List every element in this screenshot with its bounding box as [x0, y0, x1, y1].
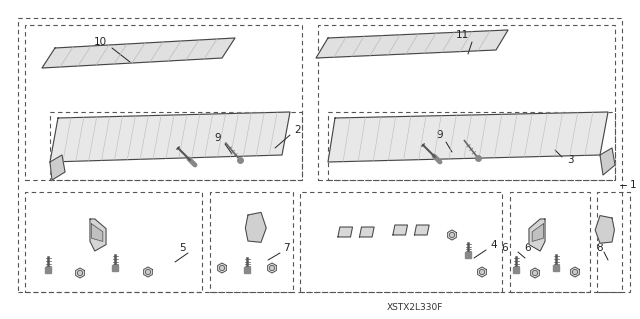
Polygon shape: [393, 225, 408, 235]
Bar: [300, 192, 502, 292]
Polygon shape: [532, 224, 543, 241]
Text: 9: 9: [436, 130, 444, 140]
Polygon shape: [92, 224, 103, 241]
Text: 5: 5: [180, 243, 186, 253]
Polygon shape: [76, 268, 84, 278]
Circle shape: [220, 265, 225, 271]
Text: 4: 4: [491, 240, 497, 250]
Bar: [318, 25, 615, 180]
Circle shape: [269, 265, 275, 271]
Text: 2: 2: [294, 125, 301, 135]
Text: 1: 1: [630, 180, 636, 190]
Polygon shape: [143, 267, 152, 277]
Bar: [25, 192, 202, 292]
Bar: [597, 192, 630, 292]
Polygon shape: [90, 219, 106, 251]
Circle shape: [532, 271, 538, 276]
Polygon shape: [531, 268, 540, 278]
Polygon shape: [447, 230, 456, 240]
Polygon shape: [595, 216, 614, 243]
Bar: [510, 192, 590, 292]
Bar: [25, 25, 302, 180]
Circle shape: [479, 270, 484, 275]
Circle shape: [449, 233, 454, 238]
Text: 6: 6: [502, 243, 508, 253]
Polygon shape: [316, 30, 508, 58]
Bar: [210, 192, 293, 292]
Polygon shape: [477, 267, 486, 277]
Text: 3: 3: [566, 155, 573, 165]
Polygon shape: [360, 227, 374, 237]
Polygon shape: [415, 225, 429, 235]
Text: 6: 6: [525, 243, 531, 253]
Polygon shape: [571, 267, 579, 277]
Polygon shape: [268, 263, 276, 273]
Polygon shape: [218, 263, 227, 273]
Text: XSTX2L330F: XSTX2L330F: [387, 303, 443, 313]
Text: 10: 10: [93, 37, 107, 47]
Polygon shape: [50, 112, 290, 162]
Bar: [50, 112, 302, 180]
Text: 11: 11: [456, 30, 468, 40]
Polygon shape: [338, 227, 353, 237]
Bar: [18, 18, 622, 292]
Polygon shape: [42, 38, 235, 68]
Polygon shape: [600, 148, 615, 175]
Circle shape: [145, 270, 150, 275]
Text: 8: 8: [596, 243, 604, 253]
Polygon shape: [328, 112, 608, 162]
Bar: [328, 112, 615, 180]
Circle shape: [572, 270, 578, 275]
Text: 9: 9: [214, 133, 221, 143]
Text: 7: 7: [283, 243, 289, 253]
Polygon shape: [529, 219, 545, 251]
Circle shape: [77, 271, 83, 276]
Polygon shape: [245, 212, 266, 242]
Polygon shape: [50, 155, 65, 180]
